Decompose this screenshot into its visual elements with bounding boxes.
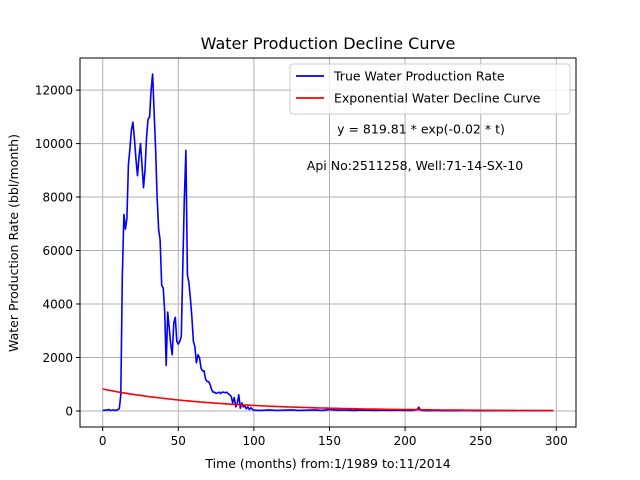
y-tick-label: 8000 xyxy=(42,191,73,205)
chart-title: Water Production Decline Curve xyxy=(201,34,456,53)
x-tick-label: 50 xyxy=(171,434,186,448)
legend-label: True Water Production Rate xyxy=(333,69,505,84)
legend-label: Exponential Water Decline Curve xyxy=(334,91,541,106)
legend: True Water Production Rate Exponential Wa… xyxy=(289,63,571,115)
y-tick-label: 2000 xyxy=(42,351,73,365)
x-tick-label: 150 xyxy=(318,434,341,448)
x-tick-label: 250 xyxy=(469,434,492,448)
equation-annotation: y = 819.81 * exp(-0.02 * t) xyxy=(337,121,505,136)
y-tick-label: 4000 xyxy=(42,298,73,312)
y-tick-label: 10000 xyxy=(35,137,73,151)
annotations: y = 819.81 * exp(-0.02 * t) Api No:251125… xyxy=(307,121,523,172)
x-tick-label: 100 xyxy=(242,434,265,448)
well-info-annotation: Api No:2511258, Well:71-14-SX-10 xyxy=(307,158,523,173)
decline-curve-line xyxy=(102,388,554,412)
y-tick-label: 12000 xyxy=(35,84,73,98)
plot-frame xyxy=(79,57,577,428)
x-axis-label: Time (months) from:1/1989 to:11/2014 xyxy=(204,456,450,471)
x-tick-label: 0 xyxy=(99,434,107,448)
y-tick-label: 0 xyxy=(65,405,73,419)
y-axis-label: Water Production Rate (bbl/month) xyxy=(6,134,21,352)
y-tick-label: 6000 xyxy=(42,244,73,258)
series-group xyxy=(102,73,554,412)
x-tick-label: 300 xyxy=(545,434,568,448)
legend-box xyxy=(289,63,571,115)
x-tick-label: 200 xyxy=(394,434,417,448)
axis-ticks: 0 50 100 150 200 250 300 0 2000 4000 6000 8000 10000… xyxy=(35,84,568,448)
